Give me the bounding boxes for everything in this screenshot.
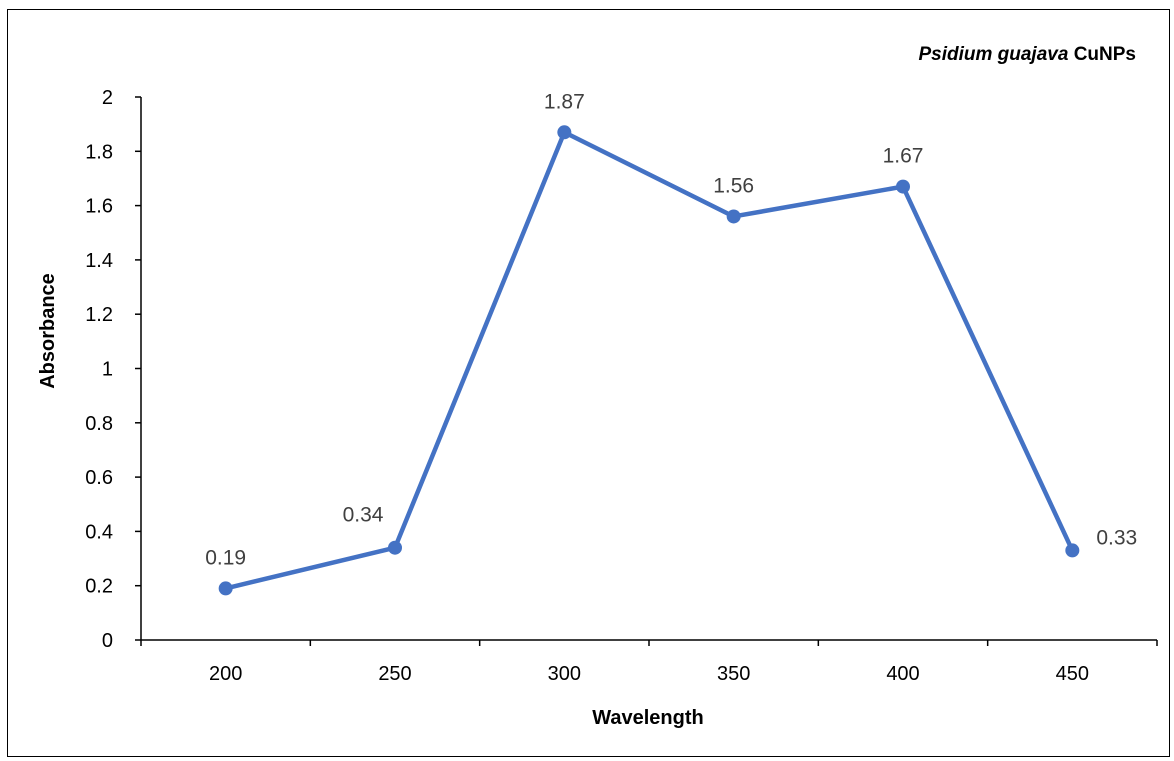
series-line [223, 130, 1075, 591]
data-label: 0.33 [1096, 526, 1137, 549]
y-tick-label: 0 [102, 630, 113, 652]
chart-title-species: Psidium guajava [918, 44, 1069, 65]
y-axis: 0 0.2 0.4 0.6 0.8 1 1.2 1.4 1.6 1.8 2 [85, 87, 142, 652]
y-tick-label: 0.2 [85, 576, 113, 598]
chart-frame [7, 9, 1170, 757]
y-tick-label: 2 [102, 87, 113, 109]
y-tick-label: 1 [102, 359, 113, 381]
x-tick-label: 350 [717, 663, 750, 685]
data-point [726, 209, 741, 224]
x-tick-label: 200 [209, 663, 242, 685]
series: 0.19 0.34 1.87 1.56 1.67 0.33 [205, 90, 1137, 596]
y-axis-title: Absorbance [37, 273, 59, 389]
data-label: 1.67 [883, 145, 924, 168]
y-tick-label: 0.8 [85, 413, 113, 435]
data-label: 0.34 [343, 504, 384, 527]
y-tick-label: 0.4 [85, 521, 113, 543]
data-label: 0.19 [205, 546, 246, 569]
y-tick-label: 0.6 [85, 467, 113, 489]
data-point [557, 125, 572, 140]
data-label: 1.56 [713, 174, 754, 197]
y-tick-label: 1.8 [85, 141, 113, 163]
x-tick-label: 450 [1056, 663, 1089, 685]
chart-title-suffix: CuNPs [1068, 44, 1136, 65]
data-point [218, 581, 233, 596]
chart-title: Psidium guajava CuNPs [0, 44, 1136, 66]
data-point [388, 540, 402, 555]
x-tick-label: 400 [886, 663, 919, 685]
data-label: 1.87 [544, 90, 585, 113]
y-tick-label: 1.4 [85, 250, 113, 272]
x-axis: 200 250 300 350 400 450 [140, 639, 1158, 685]
data-point [896, 179, 910, 194]
y-tick-label: 1.6 [85, 196, 113, 218]
y-tick-label: 1.2 [85, 304, 113, 326]
x-tick-label: 300 [548, 663, 581, 685]
x-axis-title: Wavelength [592, 707, 704, 729]
x-tick-label: 250 [378, 663, 411, 685]
data-point [1065, 543, 1080, 558]
